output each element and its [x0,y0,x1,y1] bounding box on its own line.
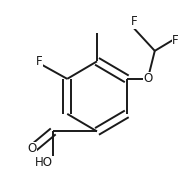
Text: F: F [130,15,137,28]
Text: O: O [28,142,37,155]
Text: F: F [36,55,42,68]
Text: O: O [143,72,152,85]
Text: F: F [172,34,179,47]
Text: HO: HO [35,156,53,169]
